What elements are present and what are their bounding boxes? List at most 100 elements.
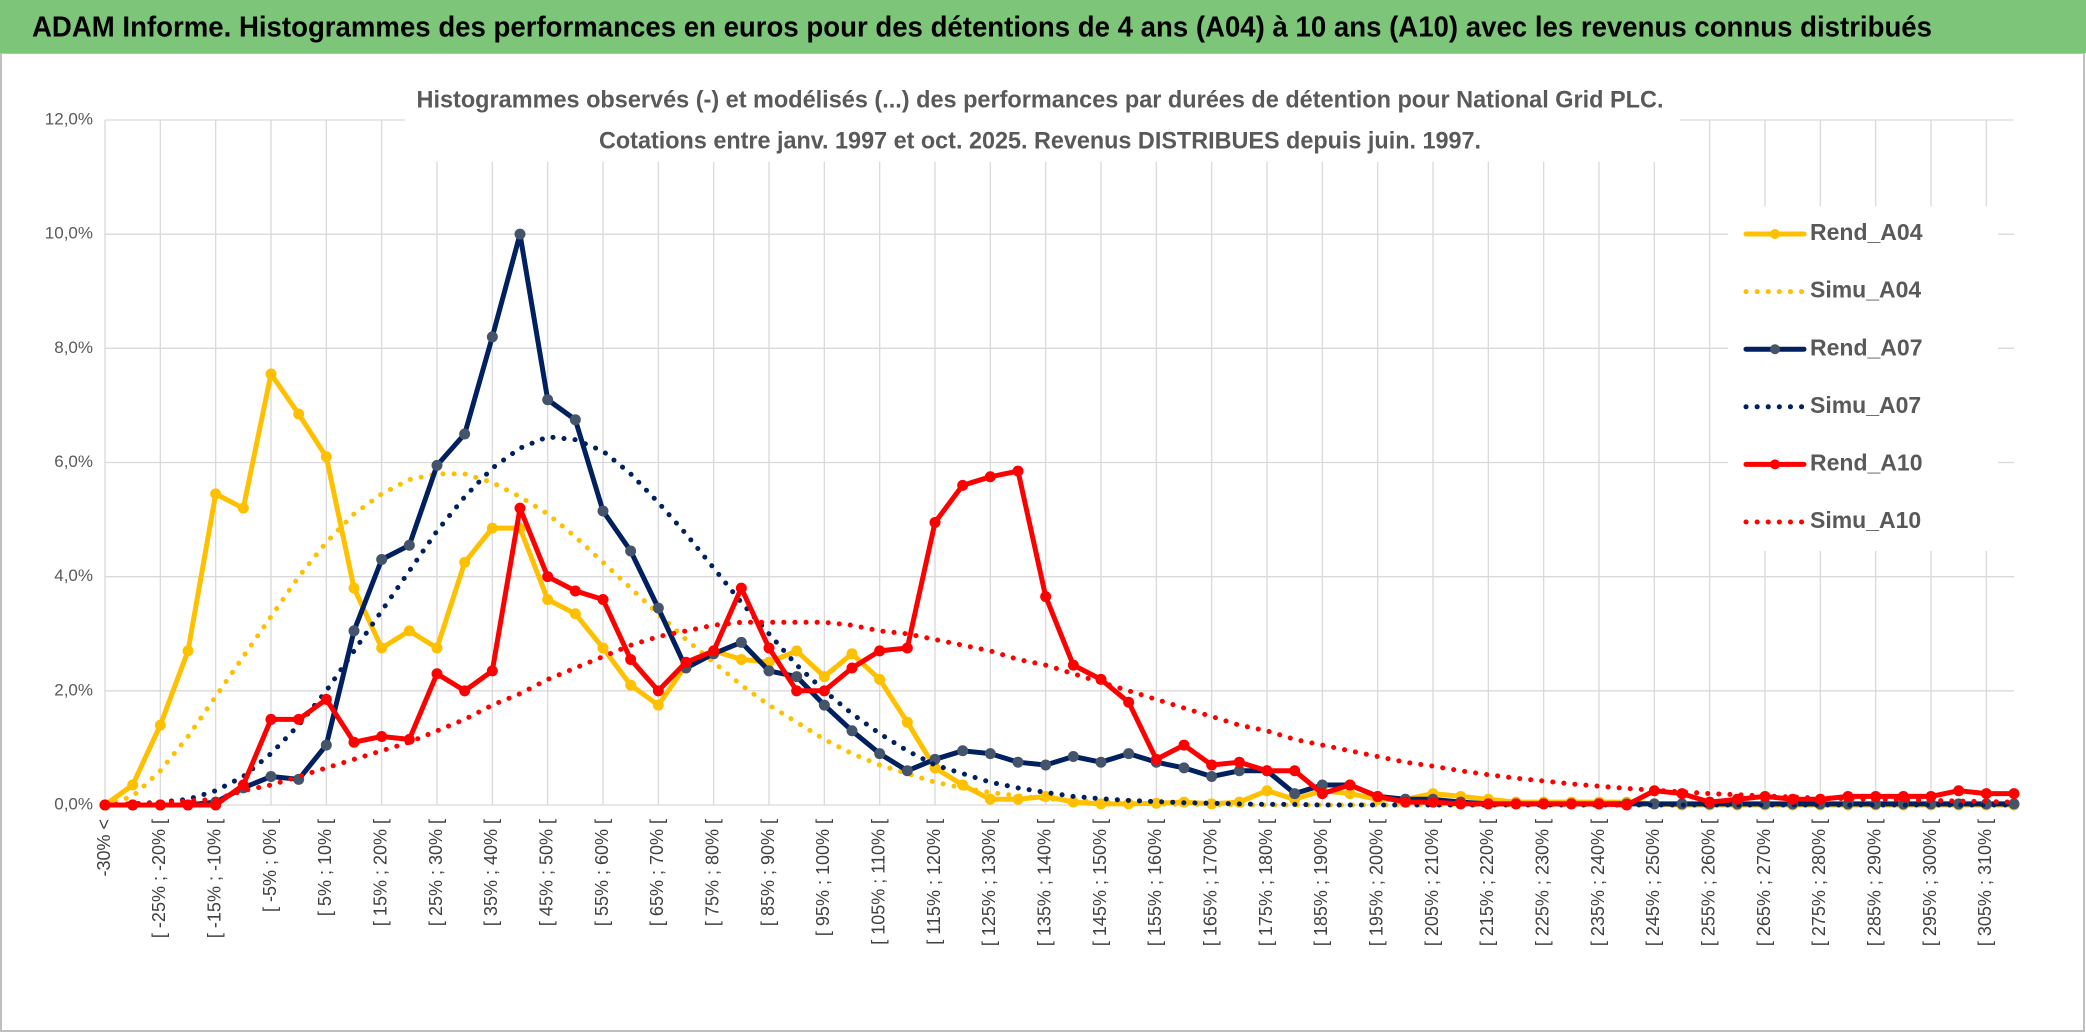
- y-tick-label: 6,0%: [54, 452, 93, 471]
- x-tick-label: [ 155% ; 160% [: [1145, 819, 1165, 946]
- legend-marker: [1770, 229, 1780, 239]
- data-point: [597, 642, 609, 654]
- data-point: [431, 459, 443, 471]
- data-point: [763, 642, 775, 654]
- x-tick-label: [ 125% ; 130% [: [979, 819, 999, 946]
- data-point: [376, 642, 388, 654]
- data-point: [1095, 756, 1107, 768]
- data-point: [818, 685, 830, 697]
- x-tick-label: [ 275% ; 280% [: [1809, 819, 1829, 946]
- data-point: [1261, 765, 1273, 777]
- data-point: [1040, 591, 1052, 603]
- data-point: [431, 642, 443, 654]
- x-tick-label: [ 135% ; 140% [: [1034, 819, 1054, 946]
- data-point: [1040, 759, 1052, 771]
- x-tick-label: [ 45% ; 50% [: [536, 819, 556, 926]
- data-point: [237, 779, 249, 791]
- data-point: [265, 368, 277, 380]
- data-point: [293, 408, 305, 420]
- data-point: [237, 502, 249, 514]
- data-point: [1233, 756, 1245, 768]
- data-point: [569, 608, 581, 620]
- x-tick-label: [ 15% ; 20% [: [370, 819, 390, 926]
- x-tick-label: [ 165% ; 170% [: [1200, 819, 1220, 946]
- data-point: [652, 699, 664, 711]
- data-point: [1123, 696, 1135, 708]
- data-point: [1178, 762, 1190, 774]
- chart-title: Histogrammes observés (-) et modélisés (…: [417, 86, 1664, 113]
- data-point: [2008, 788, 2020, 800]
- x-tick-label: [ 225% ; 230% [: [1532, 819, 1552, 946]
- x-tick-label: [ 75% ; 80% [: [702, 819, 722, 926]
- data-point: [901, 642, 913, 654]
- data-point: [542, 594, 554, 605]
- data-point: [791, 685, 803, 697]
- x-tick-label: [ 245% ; 250% [: [1643, 819, 1663, 946]
- series-line: [102, 619, 2017, 808]
- x-tick-label: [ 35% ; 40% [: [481, 819, 501, 926]
- data-point: [2008, 798, 2020, 810]
- data-point: [901, 716, 913, 728]
- x-tick-label: [ 305% ; 310% [: [1975, 819, 1995, 946]
- data-point: [1289, 788, 1301, 800]
- data-point: [431, 668, 443, 680]
- data-point: [459, 685, 471, 697]
- data-point: [984, 793, 996, 805]
- x-tick-label: [ 115% ; 120% [: [924, 819, 944, 945]
- data-point: [182, 645, 194, 657]
- data-point: [1206, 759, 1218, 771]
- data-point: [514, 228, 526, 240]
- legend-label: Rend_A07: [1810, 334, 1922, 360]
- data-point: [320, 451, 332, 463]
- x-tick-label: [ -5% ; 0% [: [260, 819, 280, 912]
- data-point: [1067, 659, 1079, 671]
- data-point: [210, 488, 222, 500]
- legend-label: Rend_A04: [1810, 219, 1923, 245]
- data-point: [846, 725, 858, 737]
- data-point: [514, 502, 526, 514]
- legend-box: [1728, 206, 1998, 551]
- data-point: [1012, 756, 1024, 768]
- data-point: [1427, 796, 1439, 808]
- data-point: [348, 736, 360, 748]
- data-point: [1344, 779, 1356, 791]
- legend-marker: [1770, 459, 1780, 470]
- data-point: [403, 625, 415, 637]
- x-tick-label: [ 215% ; 220% [: [1477, 819, 1497, 946]
- data-point: [542, 394, 554, 406]
- x-tick-label: -30% <: [94, 819, 114, 877]
- data-point: [901, 765, 913, 777]
- x-tick-label: [ 195% ; 200% [: [1366, 819, 1386, 946]
- y-tick-label: 8,0%: [54, 338, 93, 357]
- data-point: [597, 594, 609, 605]
- data-point: [1510, 798, 1522, 810]
- title-backdrop: [405, 82, 1680, 162]
- data-point: [1593, 798, 1605, 810]
- data-point: [708, 645, 720, 657]
- header-bar: [0, 0, 2086, 53]
- data-point: [486, 331, 498, 343]
- data-point: [652, 685, 664, 697]
- x-tick-label: [ 55% ; 60% [: [592, 819, 612, 926]
- data-point: [1565, 798, 1577, 810]
- x-tick-label: [ 85% ; 90% [: [758, 819, 778, 926]
- legend-label: Rend_A10: [1810, 449, 1922, 475]
- data-point: [1206, 770, 1218, 782]
- x-tick-label: [ 25% ; 30% [: [426, 819, 446, 926]
- data-point: [874, 645, 886, 657]
- legend-label: Simu_A10: [1810, 507, 1921, 533]
- x-tick-label: [ 295% ; 300% [: [1920, 819, 1940, 946]
- data-point: [1372, 790, 1384, 802]
- data-point: [1980, 788, 1992, 800]
- chart-subtitle: Cotations entre janv. 1997 et oct. 2025.…: [599, 127, 1481, 154]
- x-tick-label: [ 105% ; 110% [: [868, 819, 888, 945]
- data-point: [1261, 785, 1273, 797]
- data-point: [459, 428, 471, 440]
- x-tick-label: [ 265% ; 270% [: [1754, 819, 1774, 946]
- data-point: [459, 556, 471, 568]
- data-point: [652, 602, 664, 614]
- x-tick-label: [ 185% ; 190% [: [1311, 819, 1331, 946]
- series-line: [102, 468, 2017, 808]
- y-tick-label: 2,0%: [54, 680, 93, 699]
- data-point: [929, 516, 941, 528]
